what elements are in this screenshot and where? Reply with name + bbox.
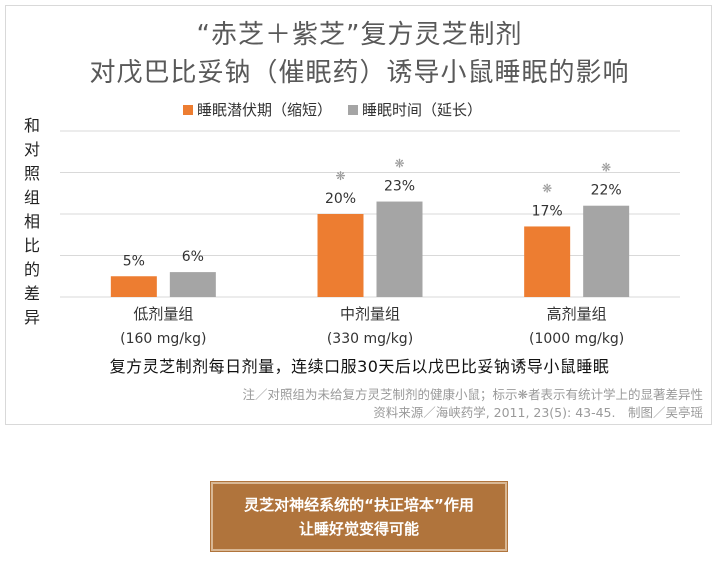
legend-swatch-duration <box>348 104 359 115</box>
data-label: 5% <box>123 253 145 269</box>
y-axis-label: 和对照组相比的差异 <box>23 116 40 327</box>
bar <box>110 276 157 297</box>
significance-marker: ❋ <box>335 169 345 183</box>
category-label: 中剂量组 <box>340 305 400 323</box>
banner-line1: 灵芝对神经系统的“扶正培本”作用 <box>244 495 474 514</box>
bar <box>583 205 630 297</box>
chart-title-line2: 对戊巴比妥钠（催眠药）诱导小鼠睡眠的影响 <box>89 58 630 88</box>
category-label: 低剂量组 <box>133 305 193 323</box>
legend-item-duration: 睡眠时间（延长） <box>348 99 482 120</box>
bar <box>317 214 364 297</box>
footnote: 注／对照组为未给复方灵芝制剂的健康小鼠；标示❋者表示有统计学上的显著差异性 <box>242 387 703 402</box>
legend-label-duration: 睡眠时间（延长） <box>362 101 483 119</box>
legend-swatch-latency <box>183 104 193 115</box>
x-axis-title: 复方灵芝制剂每日剂量，连续口服30天后以戊巴比妥钠诱导小鼠睡眠 <box>109 357 610 376</box>
chart-title-line1: “赤芝＋紫芝”复方灵芝制剂 <box>196 20 523 50</box>
category-dose-label: (330 mg/kg) <box>327 331 413 347</box>
data-label: 20% <box>325 191 356 207</box>
category-dose-label: (160 mg/kg) <box>120 331 206 347</box>
bar <box>376 201 423 297</box>
bar <box>524 226 571 297</box>
data-label: 6% <box>182 249 204 265</box>
source-note: 资料来源／海峡药学, 2011, 23(5): 43-45. 制图／吴亭瑶 <box>373 405 703 420</box>
data-label: 22% <box>591 183 622 199</box>
legend: 睡眠潜伏期（缩短） 睡眠时间（延长） <box>183 99 482 120</box>
category-dose-label: (1000 mg/kg) <box>529 331 624 347</box>
banner-line2: 让睡好觉变得可能 <box>298 519 419 538</box>
legend-item-latency: 睡眠潜伏期（缩短） <box>183 99 332 120</box>
category-label: 高剂量组 <box>547 305 607 323</box>
legend-label-latency: 睡眠潜伏期（缩短） <box>197 101 333 119</box>
caption-banner: 灵芝对神经系统的“扶正培本”作用 让睡好觉变得可能 <box>210 481 508 552</box>
significance-marker: ❋ <box>601 161 611 175</box>
data-label: 17% <box>532 203 563 219</box>
significance-marker: ❋ <box>394 157 404 171</box>
data-label: 23% <box>384 179 415 195</box>
significance-marker: ❋ <box>542 181 552 195</box>
bar <box>169 272 216 297</box>
